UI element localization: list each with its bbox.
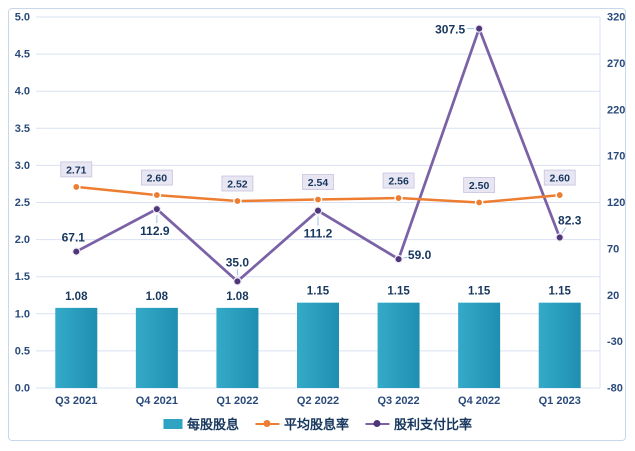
- bar-dividend-per-share: [55, 307, 98, 388]
- legend-item-dividend-per-share[interactable]: 每股股息: [162, 414, 239, 433]
- avg-yield-data-label-box: [221, 175, 254, 192]
- bar-series-swatch: [162, 418, 182, 429]
- bar-value-label: 1.15: [387, 286, 410, 298]
- payout-ratio-series-swatch: [365, 419, 390, 429]
- avg-yield-data-label-box: [543, 169, 576, 186]
- payout-ratio-marker: [233, 277, 242, 286]
- avg-yield-data-label: 2.52: [227, 179, 248, 191]
- right-axis-tick-label: -80: [607, 383, 623, 395]
- right-axis-tick-label: 270: [607, 58, 625, 70]
- avg-yield-data-label: 2.71: [66, 164, 87, 176]
- left-axis-tick-label: 1.0: [15, 308, 30, 320]
- bar-value-label: 1.15: [468, 286, 491, 298]
- avg-yield-marker: [555, 190, 565, 200]
- avg-yield-data-label-box: [463, 177, 496, 193]
- legend-label-payout-ratio: 股利支付比率: [394, 417, 473, 432]
- chart-legend: 每股股息 平均股息率 股利支付比率: [162, 414, 472, 433]
- payout-ratio-marker: [313, 206, 323, 215]
- payout-ratio-data-label: 67.1: [62, 231, 86, 245]
- payout-ratio-data-label: 35.0: [226, 255, 250, 269]
- avg-yield-data-label: 2.50: [469, 180, 490, 192]
- bar-dividend-per-share: [135, 307, 178, 388]
- category-label: Q1 2023: [539, 395, 581, 407]
- avg-yield-marker: [474, 198, 484, 207]
- payout-ratio-marker: [394, 254, 403, 264]
- legend-item-avg-dividend-yield[interactable]: 平均股息率: [254, 414, 350, 433]
- payout-ratio-data-label: 59.0: [408, 248, 432, 262]
- legend-label-dividend-per-share: 每股股息: [186, 417, 239, 432]
- right-axis-tick-label: -30: [607, 336, 623, 348]
- right-axis-tick-label: 220: [607, 104, 625, 116]
- category-label: Q4 2021: [136, 395, 178, 407]
- bar-value-label: 1.08: [65, 291, 88, 303]
- avg-yield-data-label: 2.56: [388, 176, 409, 188]
- right-axis-tick-label: 20: [607, 290, 619, 302]
- bar-value-label: 1.15: [307, 286, 330, 298]
- avg-yield-marker: [233, 196, 242, 206]
- left-axis-tick-label: 1.5: [15, 271, 30, 283]
- payout-ratio-marker: [474, 24, 484, 33]
- left-axis-tick-label: 3.5: [15, 123, 30, 135]
- left-axis-tick-label: 4.5: [15, 49, 30, 61]
- category-label: Q2 2022: [297, 395, 339, 407]
- legend-label-avg-dividend-yield: 平均股息率: [283, 417, 350, 432]
- avg-yield-data-label-box: [140, 169, 173, 186]
- left-axis-tick-label: 0.5: [15, 345, 30, 357]
- left-axis-tick-label: 0.0: [15, 383, 30, 395]
- data-label-leader-line: [403, 256, 408, 259]
- legend-item-payout-ratio[interactable]: 股利支付比率: [365, 414, 472, 433]
- left-axis-tick-label: 2.0: [15, 234, 30, 246]
- avg-yield-data-label-box: [382, 172, 415, 189]
- left-axis-tick-label: 3.0: [15, 160, 30, 172]
- bar-dividend-per-share: [377, 302, 420, 388]
- bar-value-label: 1.08: [146, 291, 169, 303]
- right-axis-tick-label: 170: [607, 151, 625, 163]
- category-label: Q3 2021: [55, 395, 97, 407]
- left-axis-tick-label: 5.0: [15, 12, 30, 24]
- payout-ratio-data-label: 307.5: [435, 23, 465, 37]
- payout-ratio-data-label: 82.3: [558, 213, 582, 227]
- bar-value-label: 1.15: [549, 286, 572, 298]
- payout-ratio-marker: [152, 204, 162, 214]
- bar-dividend-per-share: [538, 302, 581, 388]
- avg-yield-marker: [152, 190, 162, 200]
- avg-yield-data-label-box: [302, 174, 334, 190]
- bar-dividend-per-share: [458, 302, 501, 388]
- avg-yield-marker: [313, 195, 323, 204]
- avg-yield-data-label: 2.60: [549, 173, 570, 185]
- payout-ratio-marker: [72, 247, 81, 256]
- right-axis-tick-label: 70: [607, 243, 619, 255]
- left-axis-tick-label: 4.0: [15, 86, 30, 98]
- category-label: Q4 2022: [458, 395, 500, 407]
- avg-yield-data-label: 2.60: [147, 173, 168, 185]
- avg-yield-marker: [71, 182, 81, 192]
- payout-ratio-line: [75, 27, 561, 283]
- category-label: Q3 2022: [377, 395, 419, 407]
- bar-dividend-per-share: [297, 302, 339, 388]
- bar-value-label: 1.08: [226, 291, 249, 303]
- category-label: Q1 2022: [216, 395, 258, 407]
- payout-ratio-marker: [555, 233, 564, 242]
- right-axis-tick-label: 120: [607, 197, 625, 209]
- payout-ratio-data-label: 111.2: [304, 227, 333, 241]
- data-label-leader-line: [561, 227, 567, 234]
- bar-dividend-per-share: [216, 307, 259, 388]
- avg-yield-marker: [394, 193, 403, 203]
- avg-yield-data-label-box: [60, 161, 93, 178]
- left-axis-tick-label: 2.5: [15, 197, 30, 209]
- avg-yield-series-swatch: [254, 419, 279, 429]
- right-axis-tick-label: 320: [607, 12, 625, 24]
- avg-yield-data-label: 2.54: [308, 177, 329, 189]
- payout-ratio-data-label: 112.9: [140, 224, 170, 238]
